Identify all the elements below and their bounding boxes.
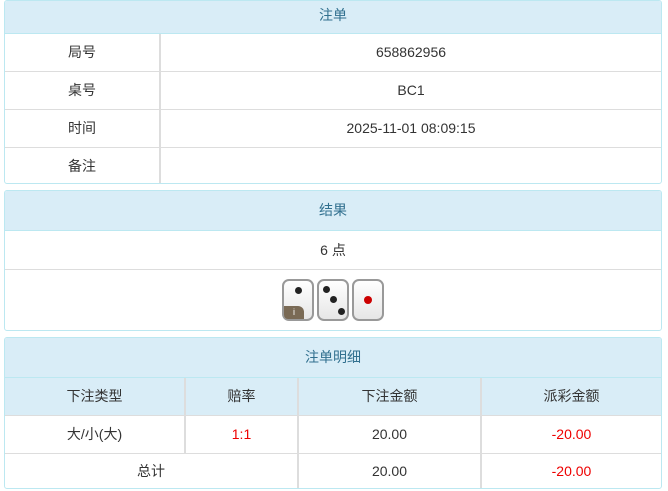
remark-value bbox=[159, 146, 661, 183]
col-payout: 派彩金额 bbox=[480, 378, 661, 415]
payout: -20.00 bbox=[480, 414, 661, 453]
col-bet-amount: 下注金额 bbox=[297, 378, 481, 415]
round-number: 658862956 bbox=[159, 34, 661, 71]
time-value: 2025-11-01 08:09:15 bbox=[159, 108, 661, 147]
col-odds: 赔率 bbox=[184, 378, 298, 415]
result-panel: 结果 6 点 i bbox=[4, 190, 662, 331]
total-bet: 20.00 bbox=[297, 452, 481, 488]
die-2-icon: i bbox=[282, 278, 314, 321]
total-row: 总计 20.00 -20.00 bbox=[5, 452, 661, 488]
die-3-icon bbox=[317, 278, 349, 321]
row-time: 时间 2025-11-01 08:09:15 bbox=[5, 108, 661, 147]
info-icon[interactable]: i bbox=[284, 305, 304, 319]
col-bet-type: 下注类型 bbox=[5, 378, 185, 415]
label: 桌号 bbox=[5, 70, 160, 109]
label: 备注 bbox=[5, 146, 160, 183]
order-panel: 注单 局号 658862956 桌号 BC1 时间 2025-11-01 08:09:… bbox=[4, 0, 662, 184]
total-label: 总计 bbox=[5, 452, 298, 488]
label: 时间 bbox=[5, 108, 160, 147]
table-row: 大/小(大) 1:1 20.00 -20.00 bbox=[5, 414, 661, 453]
dice-row: i bbox=[5, 278, 661, 321]
bet-type: 大/小(大) bbox=[5, 414, 185, 453]
odds: 1:1 bbox=[184, 414, 298, 453]
row-table: 桌号 BC1 bbox=[5, 70, 661, 109]
detail-panel: 注单明细 下注类型 赔率 下注金额 派彩金额 大/小(大) 1:1 20.00 … bbox=[4, 337, 662, 489]
row-remark: 备注 bbox=[5, 146, 661, 183]
order-panel-title: 注单 bbox=[5, 1, 661, 34]
points-value: 6 点 bbox=[320, 241, 346, 258]
bet-amount: 20.00 bbox=[297, 414, 481, 453]
total-payout: -20.00 bbox=[480, 452, 661, 488]
result-panel-title: 结果 bbox=[5, 191, 661, 231]
table-number: BC1 bbox=[159, 70, 661, 109]
label: 局号 bbox=[68, 44, 96, 61]
detail-panel-title: 注单明细 bbox=[5, 338, 661, 378]
detail-table: 下注类型 赔率 下注金额 派彩金额 大/小(大) 1:1 20.00 -20.0… bbox=[5, 378, 661, 488]
detail-header-row: 下注类型 赔率 下注金额 派彩金额 bbox=[5, 378, 661, 415]
order-table: 局号 658862956 桌号 BC1 时间 2025-11-01 08:09:15 … bbox=[5, 34, 661, 183]
row-round: 局号 658862956 bbox=[5, 34, 661, 71]
result-table: 6 点 i bbox=[5, 231, 661, 330]
die-1-icon bbox=[352, 278, 384, 321]
